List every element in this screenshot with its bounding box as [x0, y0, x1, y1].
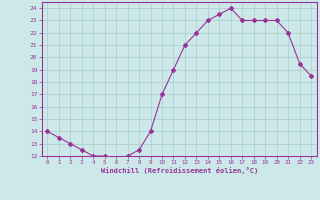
- X-axis label: Windchill (Refroidissement éolien,°C): Windchill (Refroidissement éolien,°C): [100, 167, 258, 174]
